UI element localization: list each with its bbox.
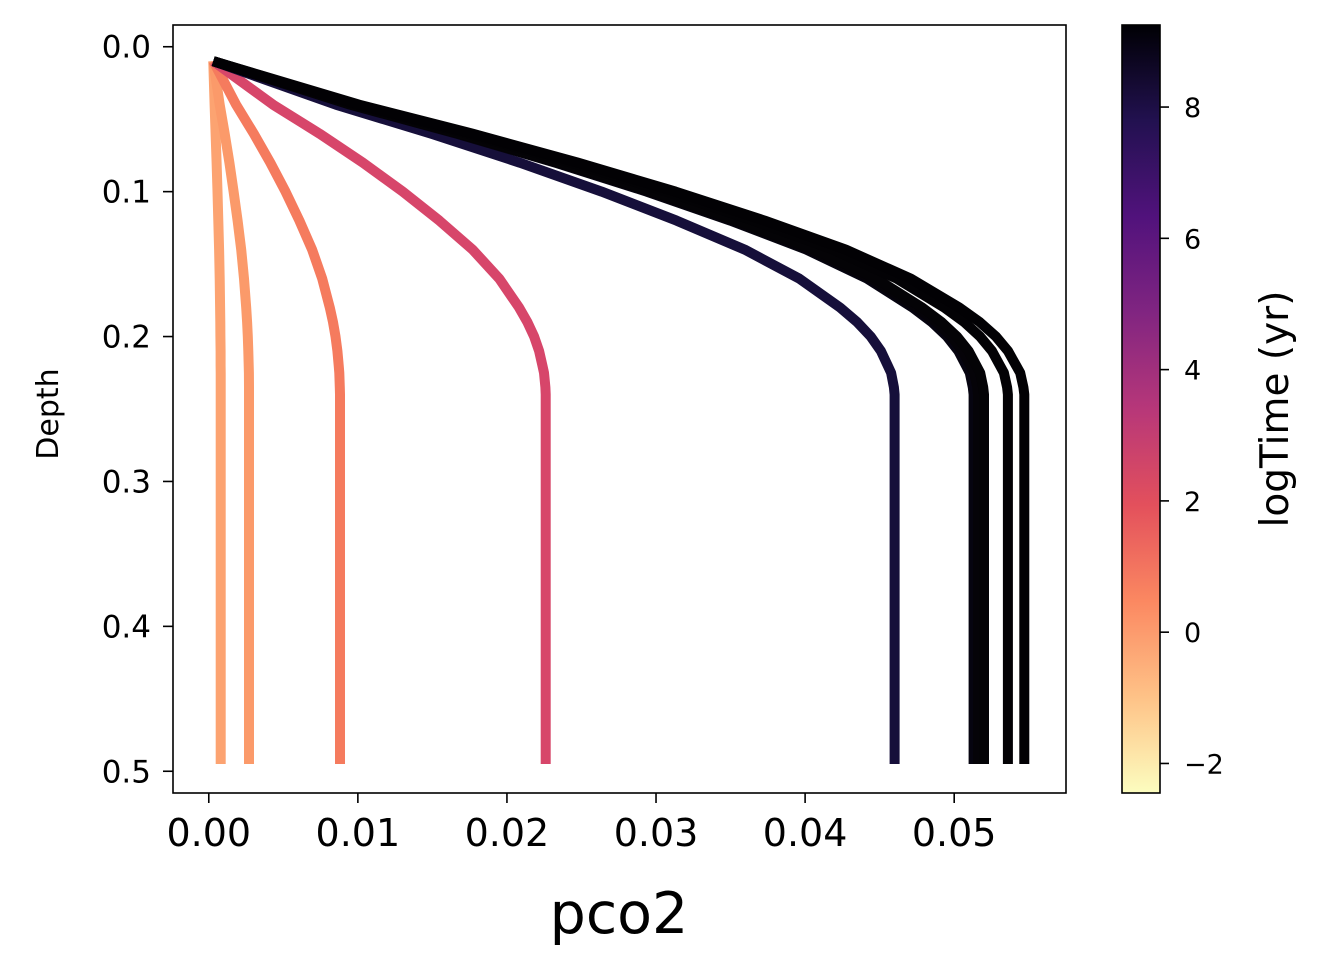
x-axis: 0.00 0.01 0.02 0.03 0.04 0.05 xyxy=(166,793,996,855)
x-tick-label: 0.02 xyxy=(465,811,550,855)
x-tick-label: 0.03 xyxy=(614,811,699,855)
colorbar-ticks: −2 0 2 4 6 8 xyxy=(1160,93,1224,780)
y-tick-label: 0.5 xyxy=(102,754,151,790)
x-tick-label: 0.00 xyxy=(166,811,251,855)
colorbar xyxy=(1121,24,1161,794)
y-tick-label: 0.1 xyxy=(102,175,151,211)
x-axis-label: pco2 xyxy=(550,881,689,947)
y-axis: 0.0 0.1 0.2 0.3 0.4 0.5 xyxy=(102,30,173,790)
series-line-4 xyxy=(211,56,900,764)
colorbar-tick-label: 4 xyxy=(1184,356,1201,387)
series-layer xyxy=(208,56,1030,764)
x-tick-label: 0.04 xyxy=(763,811,848,855)
y-tick-label: 0.4 xyxy=(102,609,151,645)
colorbar-tick-label: 0 xyxy=(1184,618,1201,649)
colorbar-tick-label: 8 xyxy=(1184,93,1201,124)
y-tick-label: 0.3 xyxy=(102,464,151,500)
colorbar-label: logTime (yr) xyxy=(1253,291,1298,528)
y-tick-label: 0.2 xyxy=(102,320,151,356)
colorbar-tick-label: −2 xyxy=(1184,749,1224,780)
series-line-9 xyxy=(211,56,1030,764)
series-line-0 xyxy=(208,61,226,764)
series-line-3 xyxy=(210,57,551,764)
y-tick-label: 0.0 xyxy=(102,30,151,66)
series-line-8 xyxy=(211,56,1013,764)
plot-frame xyxy=(172,24,1067,794)
y-axis-label: Depth xyxy=(31,368,66,459)
x-tick-label: 0.01 xyxy=(316,811,401,855)
series-line-1 xyxy=(208,60,254,764)
colorbar-tick-label: 6 xyxy=(1184,224,1201,255)
series-line-2 xyxy=(208,58,345,764)
x-tick-label: 0.05 xyxy=(912,811,997,855)
colorbar-tick-label: 2 xyxy=(1184,487,1201,518)
